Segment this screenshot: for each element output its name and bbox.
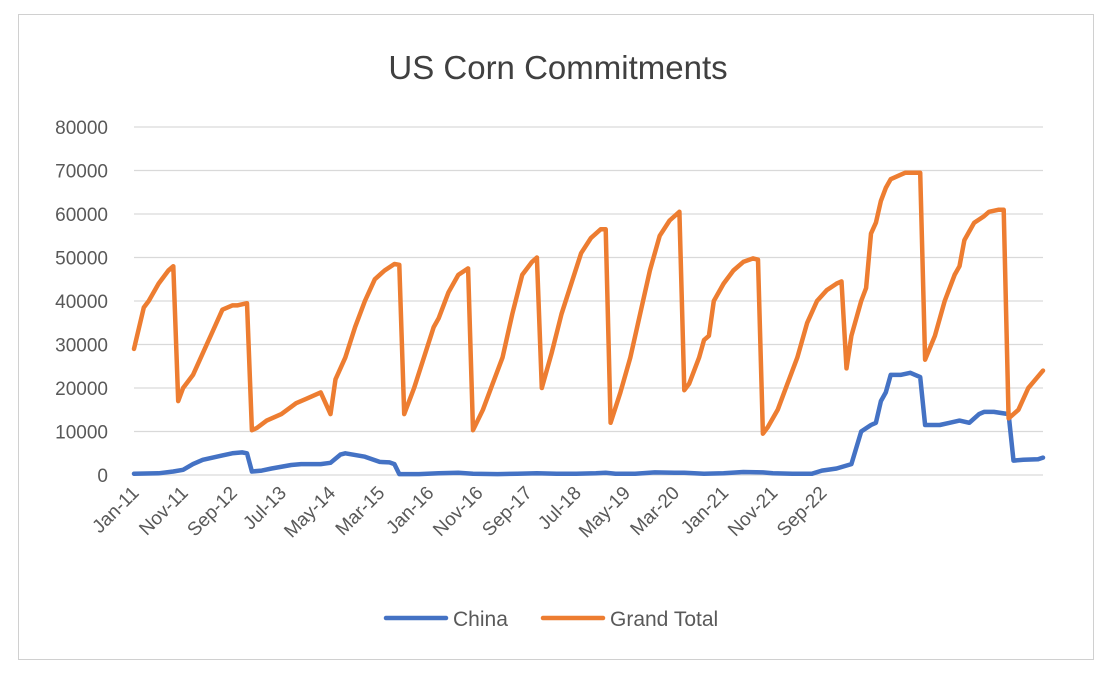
x-tick-label: Mar-15	[332, 483, 389, 540]
y-tick-label: 0	[97, 466, 108, 487]
y-tick-label: 80000	[55, 118, 108, 139]
legend: China Grand Total	[383, 608, 718, 631]
series-line-grand-total	[131, 170, 1046, 436]
x-tick-label: Nov-16	[429, 483, 487, 541]
y-tick-label: 30000	[55, 336, 108, 357]
x-tick-label: Sep-17	[478, 483, 536, 541]
x-tick-label: Mar-20	[627, 483, 684, 540]
legend-label: Grand Total	[610, 608, 718, 631]
x-tick-label: May-19	[575, 483, 635, 543]
y-axis-tick-labels: 80000 70000 60000 50000 40000 30000 20000 10000…	[55, 118, 108, 487]
x-tick-label: Sep-22	[773, 483, 831, 541]
x-axis-tick-labels: Jan-11Nov-11Sep-12Jul-13May-14Mar-15Jan-…	[89, 482, 832, 542]
y-tick-label: 60000	[55, 205, 108, 226]
y-tick-label: 20000	[55, 379, 108, 400]
y-tick-label: 50000	[55, 249, 108, 270]
gridlines	[134, 126, 1043, 476]
y-tick-label: 70000	[55, 162, 108, 183]
x-tick-label: Nov-11	[136, 483, 193, 540]
legend-label: China	[453, 608, 508, 631]
y-tick-label: 10000	[55, 423, 108, 444]
chart-title: US Corn Commitments	[388, 49, 727, 86]
x-tick-label: Jan-11	[89, 483, 144, 538]
series-lines	[131, 170, 1046, 477]
y-tick-label: 40000	[55, 292, 108, 313]
x-tick-label: Jan-16	[382, 483, 438, 539]
x-tick-label: Jan-21	[677, 483, 733, 539]
series-line-china	[131, 370, 1046, 477]
x-tick-label: Nov-21	[724, 483, 782, 541]
x-tick-label: Sep-12	[184, 483, 242, 541]
x-tick-label: May-14	[280, 482, 340, 542]
